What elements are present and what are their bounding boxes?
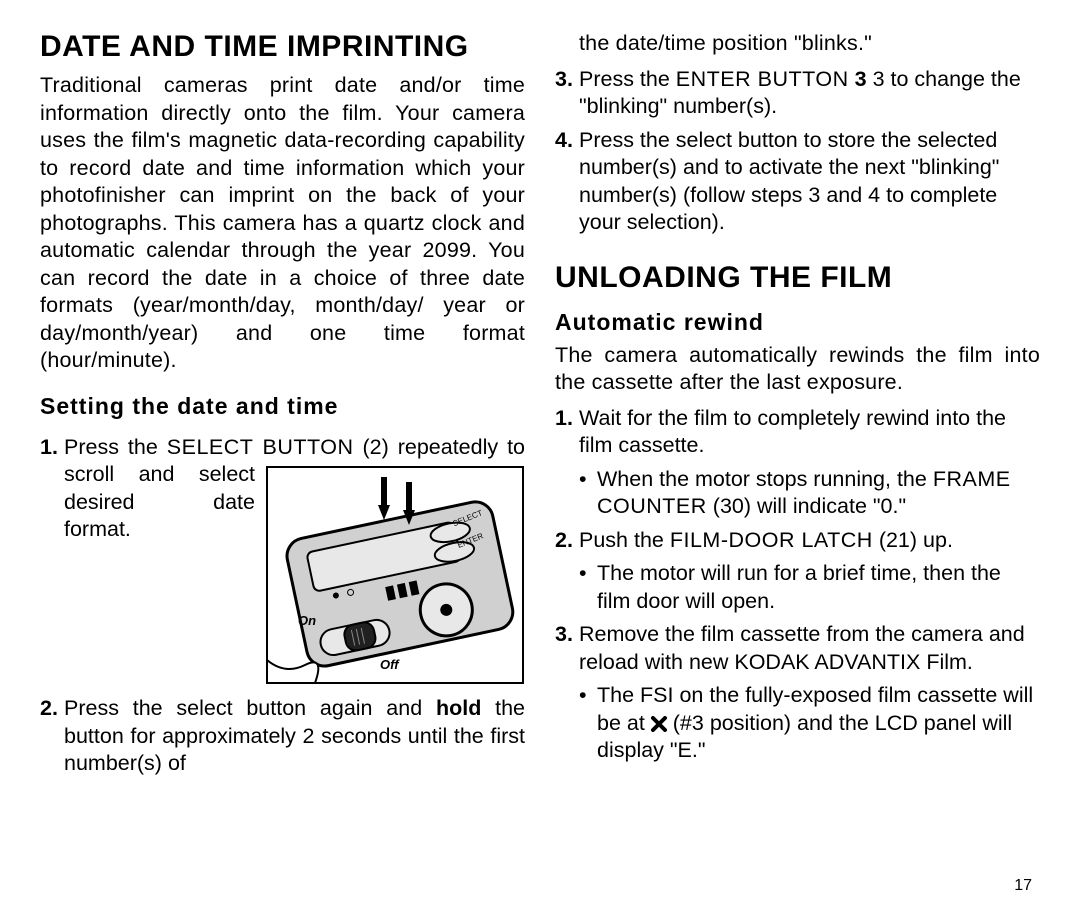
enter-button-ref: ENTER BUTTON: [676, 67, 849, 91]
step-number: 4.: [555, 127, 579, 237]
step-number: 3.: [555, 621, 579, 676]
unloading-steps-list: 1. Wait for the film to completely rewin…: [555, 405, 1040, 765]
step-2: 2. Press the select button again and hol…: [40, 695, 525, 778]
step-3: 3. Press the ENTER BUTTON 3 3 to change …: [555, 66, 1040, 121]
film-door-latch-ref: FILM-DOOR LATCH: [670, 528, 873, 552]
camera-illustration: SELECT ENTER: [265, 465, 525, 685]
step-number: 3.: [555, 66, 579, 121]
left-column: DATE AND TIME IMPRINTING Traditional cam…: [40, 30, 525, 889]
text-fragment: When the motor stops running, the: [597, 467, 933, 491]
text-fragment: Press the: [579, 67, 676, 91]
page-number: 17: [1014, 877, 1032, 895]
bold-hold: hold: [436, 696, 481, 720]
step-number: 2.: [40, 695, 64, 778]
step-4: 4. Press the select button to store the …: [555, 127, 1040, 237]
text-fragment: Press the select button again and: [64, 696, 436, 720]
setting-steps-list: 1. Press the SELECT BUTTON: [40, 434, 525, 784]
step-text: Press the select button again and hold t…: [64, 695, 525, 778]
bullet-text: When the motor stops running, the FRAME …: [597, 466, 1040, 521]
x-position-icon: [651, 716, 667, 732]
step-number: 2.: [555, 527, 579, 555]
step-1: 1. Press the SELECT BUTTON: [40, 434, 525, 690]
svg-text:Off: Off: [380, 657, 400, 672]
text-fragment: (21) up.: [873, 528, 953, 552]
bullet-mark: •: [579, 682, 597, 765]
heading-unloading-film: UNLOADING THE FILM: [555, 261, 1040, 295]
step-text: Press the SELECT BUTTON SELECT: [64, 434, 525, 690]
step-text: Press the select button to store the sel…: [579, 127, 1040, 237]
heading-setting-date-time: Setting the date and time: [40, 393, 525, 420]
svg-text:On: On: [298, 613, 316, 628]
page-columns: DATE AND TIME IMPRINTING Traditional cam…: [40, 30, 1040, 889]
bullet-fsi: • The FSI on the fully-exposed film cass…: [579, 682, 1040, 765]
text-fragment: (30) will indicate "0.": [707, 494, 906, 518]
select-button-ref: SELECT BUTTON: [167, 435, 354, 459]
ref-number: 3: [855, 67, 867, 91]
unload-step-2: 2. Push the FILM-DOOR LATCH (21) up.: [555, 527, 1040, 555]
step-number: 1.: [40, 434, 64, 690]
heading-date-time-imprinting: DATE AND TIME IMPRINTING: [40, 30, 525, 64]
intro-paragraph: Traditional cameras print date and/or ti…: [40, 72, 525, 375]
step-text: Push the FILM-DOOR LATCH (21) up.: [579, 527, 1040, 555]
continuation-text: the date/time position "blinks.": [579, 30, 1040, 58]
bullet-frame-counter: • When the motor stops running, the FRAM…: [579, 466, 1040, 521]
unload-step-1: 1. Wait for the film to completely rewin…: [555, 405, 1040, 460]
text-fragment: Press the: [64, 435, 167, 459]
right-column: the date/time position "blinks." 3. Pres…: [555, 30, 1040, 889]
text-fragment: Push the: [579, 528, 670, 552]
step-text: Wait for the film to completely rewind i…: [579, 405, 1040, 460]
bullet-motor-run: • The motor will run for a brief time, t…: [579, 560, 1040, 615]
step-number: 1.: [555, 405, 579, 460]
bullet-text: The FSI on the fully-exposed film casset…: [597, 682, 1040, 765]
bullet-mark: •: [579, 466, 597, 521]
bullet-mark: •: [579, 560, 597, 615]
step-text: Remove the film cassette from the camera…: [579, 621, 1040, 676]
rewind-intro: The camera automatically rewinds the fil…: [555, 342, 1040, 397]
unload-step-3: 3. Remove the film cassette from the cam…: [555, 621, 1040, 676]
bullet-text: The motor will run for a brief time, the…: [597, 560, 1040, 615]
step-text: Press the ENTER BUTTON 3 3 to change the…: [579, 66, 1040, 121]
heading-automatic-rewind: Automatic rewind: [555, 309, 1040, 336]
